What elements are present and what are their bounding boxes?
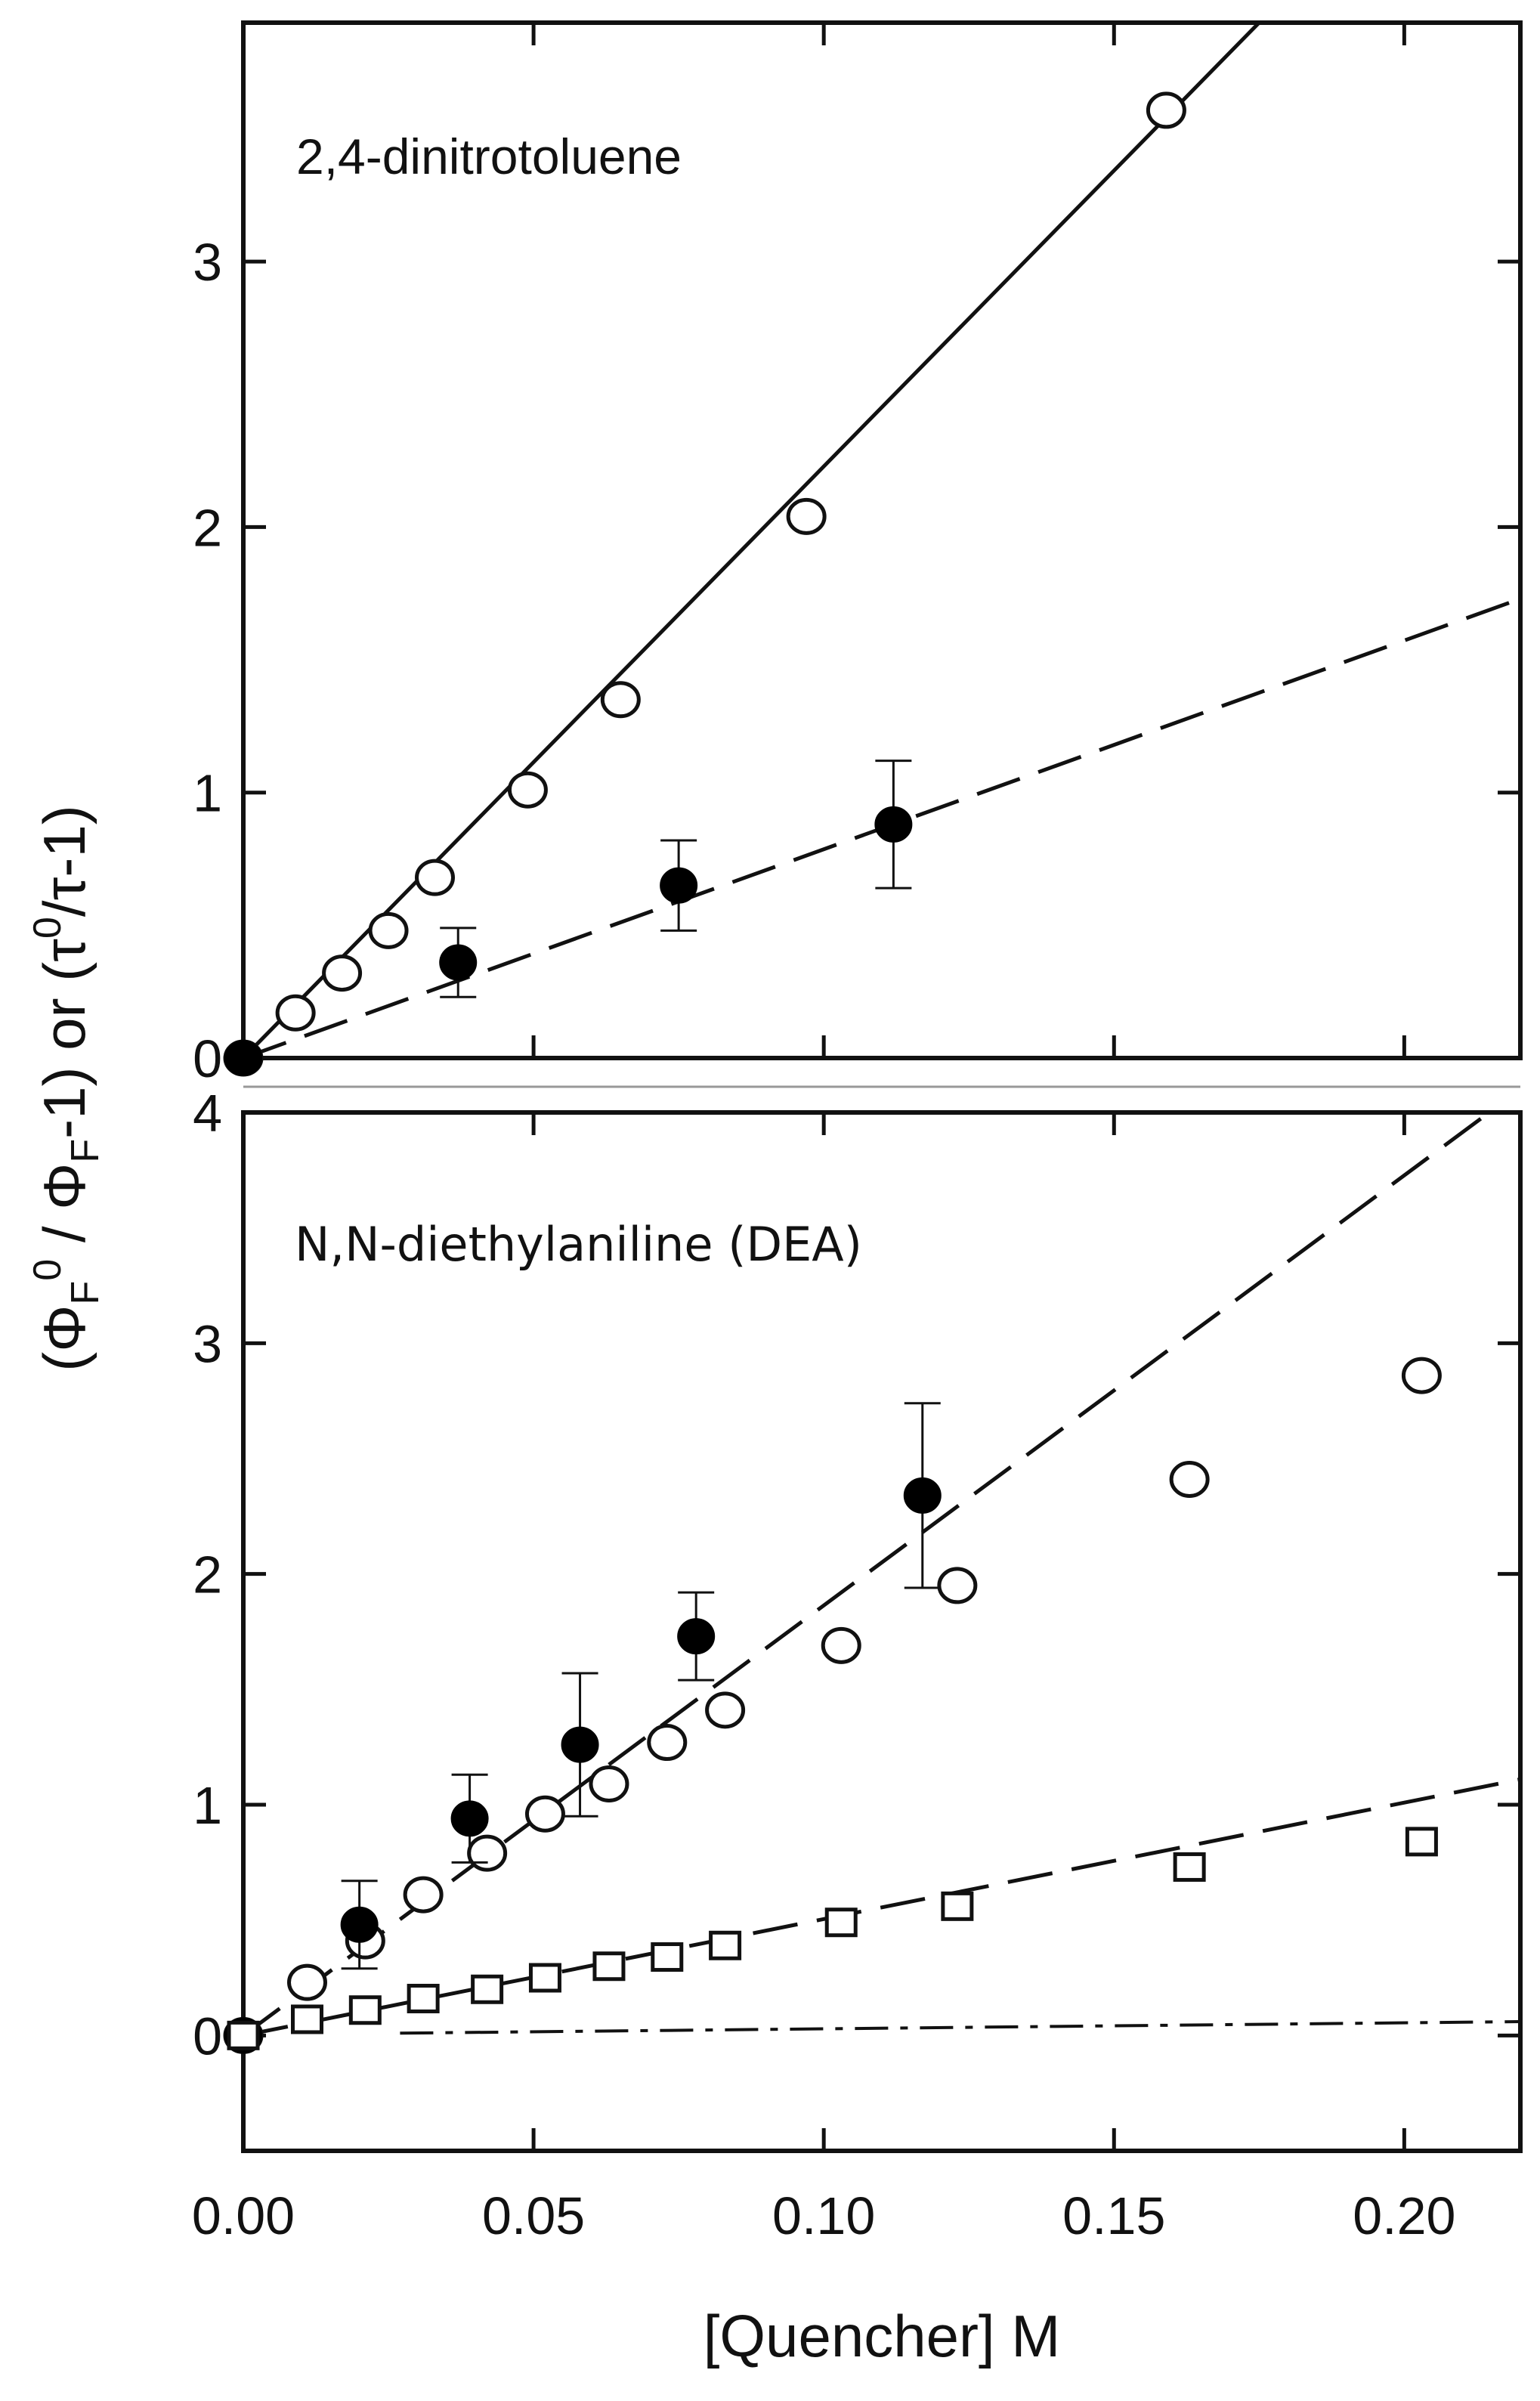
bottom-y-tick-label: 4 — [193, 1084, 222, 1143]
bottom-open-square-point — [592, 1951, 626, 1982]
bottom-open-square-point — [941, 1891, 974, 1921]
bottom-open-square-point — [407, 1983, 440, 2013]
bottom-fit-line-dashdot — [400, 2020, 1520, 2035]
top-fit-line-solid — [243, 23, 1261, 1058]
y-title-tau: τ — [31, 939, 97, 962]
bottom-open-square-point — [227, 2020, 260, 2050]
top-panel: 0 1 2 3 2,4-dinitrotoluene — [193, 20, 1523, 1088]
bottom-filled-circle-point — [340, 1906, 379, 1943]
y-title-sup-zero: 0 — [26, 1259, 70, 1281]
bottom-open-square-point — [651, 1942, 684, 1972]
bottom-open-circle-point — [647, 1724, 688, 1762]
top-y-tick-label: 2 — [193, 498, 222, 557]
bottom-open-circle-point — [589, 1765, 629, 1803]
bottom-open-circle-point — [821, 1626, 861, 1664]
bottom-panel: 0 1 2 3 4 0.00 0.05 0.10 0.15 0.20 N,N-diethylani… — [192, 1084, 1523, 2245]
bottom-open-square-point — [471, 1974, 504, 2004]
bottom-filled-circle-point — [903, 1477, 942, 1514]
bottom-data-marks — [223, 1357, 1442, 2054]
bottom-filled-circle-point — [561, 1726, 599, 1763]
top-y-tick-label: 1 — [193, 764, 222, 823]
bottom-y-tick-label: 1 — [193, 1776, 222, 1835]
y-title-minus-one: -1) — [31, 1066, 97, 1138]
x-axis-title: [Quencher] M — [704, 2303, 1061, 2369]
top-open-circle-point — [786, 497, 827, 535]
bottom-y-tick-label: 2 — [193, 1545, 222, 1604]
bottom-filled-circle-point — [677, 1618, 716, 1655]
top-open-circle-point — [507, 771, 548, 809]
top-filled-circle-point — [874, 806, 913, 843]
bottom-panel-annotation: N,N-diethylaniline (DEA) — [295, 1217, 862, 1272]
x-tick-label: 0.10 — [772, 2186, 875, 2245]
top-filled-circle-point — [439, 944, 478, 981]
top-open-circle-point — [368, 911, 409, 949]
top-open-circle-point — [600, 681, 641, 719]
x-tick-label: 0.20 — [1353, 2186, 1455, 2245]
bottom-fit-lines — [243, 1112, 1520, 2037]
bottom-open-circle-point — [937, 1567, 978, 1604]
bottom-open-circle-point — [467, 1834, 508, 1872]
top-open-circle-point — [322, 955, 363, 992]
bottom-open-circle-point — [524, 1795, 565, 1833]
y-title-open-paren: ( — [31, 1352, 97, 1372]
top-panel-annotation: 2,4-dinitrotoluene — [296, 128, 682, 184]
x-tick-label: 0.05 — [482, 2186, 585, 2245]
top-open-circle-point — [1146, 91, 1186, 129]
y-title-sup-zero-2: 0 — [26, 917, 70, 939]
y-title-slash: / — [31, 1210, 97, 1259]
top-data-marks — [223, 91, 1186, 1077]
x-tick-label: 0.00 — [192, 2186, 295, 2245]
bottom-open-circle-point — [705, 1691, 746, 1729]
bottom-open-circle-point — [403, 1876, 444, 1914]
bottom-open-square-point — [709, 1930, 742, 1960]
x-tick-label: 0.15 — [1062, 2186, 1165, 2245]
top-y-tick-label: 0 — [193, 1029, 222, 1088]
bottom-open-square-point — [348, 1995, 382, 2025]
top-open-circle-point — [275, 994, 316, 1032]
bottom-fit-line-dashed — [243, 1112, 1492, 2037]
y-title-sub-f-2: F — [63, 1139, 107, 1163]
y-axis-title: (ΦF0 / ΦF-1) or (τ0/τ-1) — [26, 805, 107, 1371]
bottom-panel-frame — [241, 1110, 1523, 2153]
bottom-open-square-point — [1405, 1827, 1438, 1857]
y-title-phi-2: Φ — [31, 1163, 97, 1210]
bottom-y-tick-label: 0 — [193, 2007, 222, 2065]
y-title-sub-f: F — [63, 1281, 107, 1305]
bottom-open-square-point — [824, 1907, 858, 1938]
top-y-tick-label: 3 — [193, 233, 222, 292]
top-panel-frame — [241, 20, 1523, 1060]
bottom-open-square-point — [1173, 1852, 1206, 1882]
y-title-slash-tau: /τ-1) — [31, 805, 97, 917]
bottom-open-square-point — [291, 2004, 323, 2034]
bottom-fit-line-dashed — [243, 1777, 1520, 2037]
bottom-open-circle-point — [1401, 1357, 1442, 1394]
top-filled-circle-point — [224, 1040, 262, 1076]
y-title-phi: Φ — [31, 1305, 97, 1352]
bottom-open-circle-point — [1169, 1460, 1210, 1498]
bottom-y-tick-label: 3 — [193, 1314, 222, 1373]
bottom-ticks: 0 1 2 3 4 0.00 0.05 0.10 0.15 0.20 — [192, 1084, 1520, 2245]
top-open-circle-point — [415, 859, 455, 896]
bottom-open-circle-point — [287, 1963, 327, 2001]
y-title-or: or ( — [31, 962, 97, 1067]
bottom-open-square-point — [528, 1963, 561, 1993]
top-filled-circle-point — [660, 867, 698, 904]
bottom-filled-circle-point — [450, 1800, 489, 1837]
